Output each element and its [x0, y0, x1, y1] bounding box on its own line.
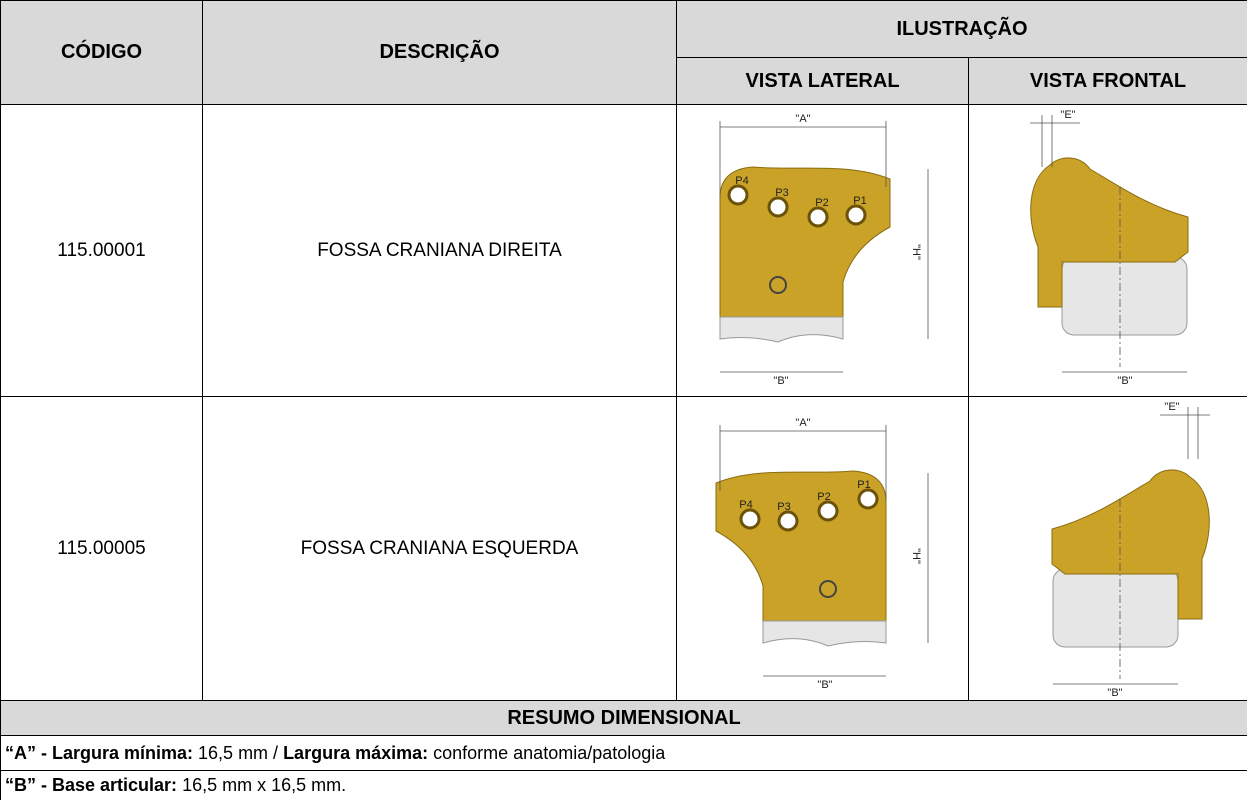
dimension-label: "B": [1107, 686, 1122, 698]
part-base: [719, 316, 843, 343]
summary-line: “A” - Largura mínima: 16,5 mm / Largura …: [0, 735, 1247, 771]
lateral-drawing: "A" "H" "B" P4 P3 P2 P1: [719, 112, 928, 386]
dimension-label: "B": [773, 374, 788, 386]
code: 115.00001: [0, 104, 203, 397]
hole-label: P2: [817, 490, 830, 502]
bolt: [768, 275, 787, 294]
bolt: [818, 579, 837, 598]
summary-text: conforme anatomia/patologia: [428, 742, 666, 763]
lateral-drawing: "A" "H" "B" P1 P2 P3 P4: [715, 416, 928, 690]
summary-text: “B” - Base articular:: [5, 775, 178, 795]
lateral-cell: "A" "H" "B" P4 P3 P2 P1: [676, 104, 969, 397]
summary-row: “A” - Largura mínima: 16,5 mm / Largura …: [0, 735, 1247, 771]
header-description: DESCRIÇÃO: [202, 0, 677, 105]
hole-label: P4: [739, 498, 752, 510]
row: 115.00005 FOSSA CRANIANA ESQUERDA "A" "H"…: [0, 396, 1247, 701]
part-body: [719, 165, 890, 317]
summary-text: “A” - Largura mínima:: [5, 742, 194, 763]
dimension-label: "A": [795, 112, 810, 124]
summary-text: 16,5 mm x 16,5 mm.: [177, 775, 347, 795]
summary-line: “B” - Base articular: 16,5 mm x 16,5 mm.: [0, 770, 1247, 800]
header-frontal: VISTA FRONTAL: [967, 57, 1247, 105]
header-code: CÓDIGO: [0, 0, 203, 105]
hole: [727, 184, 748, 205]
hole-label: P3: [777, 500, 790, 512]
header-lateral: VISTA LATERAL: [676, 57, 969, 105]
part-base: [762, 620, 886, 647]
description: FOSSA CRANIANA DIREITA: [202, 104, 677, 397]
header-row: CÓDIGO DESCRIÇÃO ILUSTRAÇÃO: [0, 0, 1247, 105]
hole-label: P4: [735, 174, 748, 186]
hole: [807, 206, 828, 227]
frontal-drawing: "E" "B": [1051, 400, 1210, 698]
part-body: [715, 469, 886, 621]
hole-label: P3: [775, 186, 788, 198]
dimension-label: "H": [910, 548, 922, 564]
row: 115.00001 FOSSA CRANIANA DIREITA "A" "H" "…: [0, 104, 1247, 397]
part-body: [1051, 469, 1210, 619]
hole: [845, 204, 866, 225]
dimension-label: "H": [910, 244, 922, 260]
code: 115.00005: [0, 396, 203, 701]
dimension-label: "E": [1060, 108, 1075, 120]
hole: [739, 508, 760, 529]
header-illustration: ILUSTRAÇÃO: [675, 0, 1247, 58]
part-base: [1061, 256, 1187, 335]
hole-label: P1: [853, 194, 866, 206]
frontal-cell: "E" "B": [967, 104, 1247, 397]
header-row: VISTA LATERAL VISTA FRONTAL: [1, 57, 1247, 105]
hole: [777, 510, 798, 531]
part: [1029, 157, 1188, 367]
dimension-label: "E": [1164, 400, 1179, 412]
summary-text: Largura máxima:: [283, 742, 429, 763]
description: FOSSA CRANIANA ESQUERDA: [202, 396, 677, 701]
summary-title: RESUMO DIMENSIONAL: [0, 700, 1247, 736]
dimension-label: "B": [817, 678, 832, 690]
hole: [817, 500, 838, 521]
part: [715, 469, 886, 647]
hole: [857, 488, 878, 509]
summary-text: 16,5 mm /: [193, 742, 284, 763]
frontal-drawing: "E" "B": [1029, 108, 1188, 386]
dimension-label: "B": [1117, 374, 1132, 386]
part: [719, 165, 890, 343]
hole: [767, 196, 788, 217]
lateral-cell: "A" "H" "B" P1 P2 P3 P4: [676, 396, 969, 701]
summary-row: “B” - Base articular: 16,5 mm x 16,5 mm.: [0, 770, 1247, 800]
hole-label: P1: [857, 478, 870, 490]
summary-title-row: RESUMO DIMENSIONAL: [0, 700, 1247, 736]
part: [1051, 469, 1210, 679]
hole-label: P2: [815, 196, 828, 208]
part-base: [1052, 568, 1178, 647]
part-body: [1029, 157, 1188, 307]
frontal-cell: "E" "B": [967, 396, 1247, 701]
dimension-label: "A": [795, 416, 810, 428]
